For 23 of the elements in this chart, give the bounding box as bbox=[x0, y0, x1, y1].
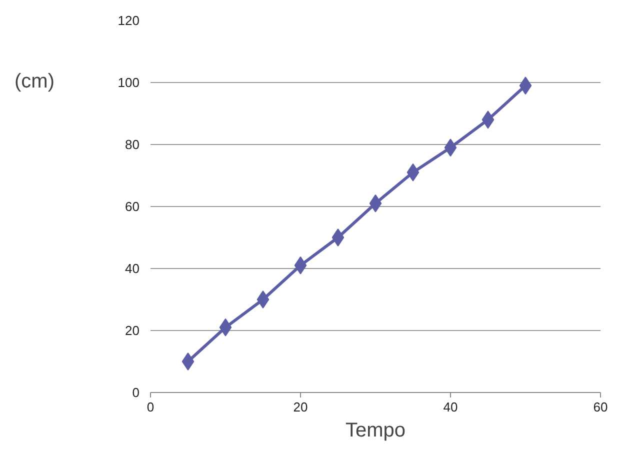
y-tick-label: 120 bbox=[118, 13, 140, 28]
point bbox=[294, 256, 307, 274]
point bbox=[519, 76, 532, 95]
point bbox=[406, 163, 420, 182]
point bbox=[219, 318, 232, 336]
y-tick-label: 20 bbox=[125, 323, 140, 338]
point bbox=[256, 290, 270, 308]
x-tick-label: 40 bbox=[443, 400, 458, 414]
point bbox=[332, 228, 344, 246]
y-axis-title: (cm) bbox=[14, 70, 54, 92]
x-tick-label: 20 bbox=[293, 400, 308, 414]
point bbox=[482, 110, 494, 129]
point bbox=[182, 352, 194, 370]
y-tick-label: 80 bbox=[125, 137, 140, 152]
x-axis-title: Tempo bbox=[345, 420, 406, 442]
point bbox=[369, 194, 382, 212]
x-tick-label: 0 bbox=[146, 400, 154, 414]
y-tick-label: 60 bbox=[125, 199, 140, 214]
point bbox=[444, 138, 457, 157]
y-tick-label: 40 bbox=[125, 261, 140, 276]
x-tick-label: 60 bbox=[593, 400, 608, 414]
y-tick-label: 0 bbox=[132, 385, 140, 400]
y-tick-label: 100 bbox=[118, 75, 140, 90]
